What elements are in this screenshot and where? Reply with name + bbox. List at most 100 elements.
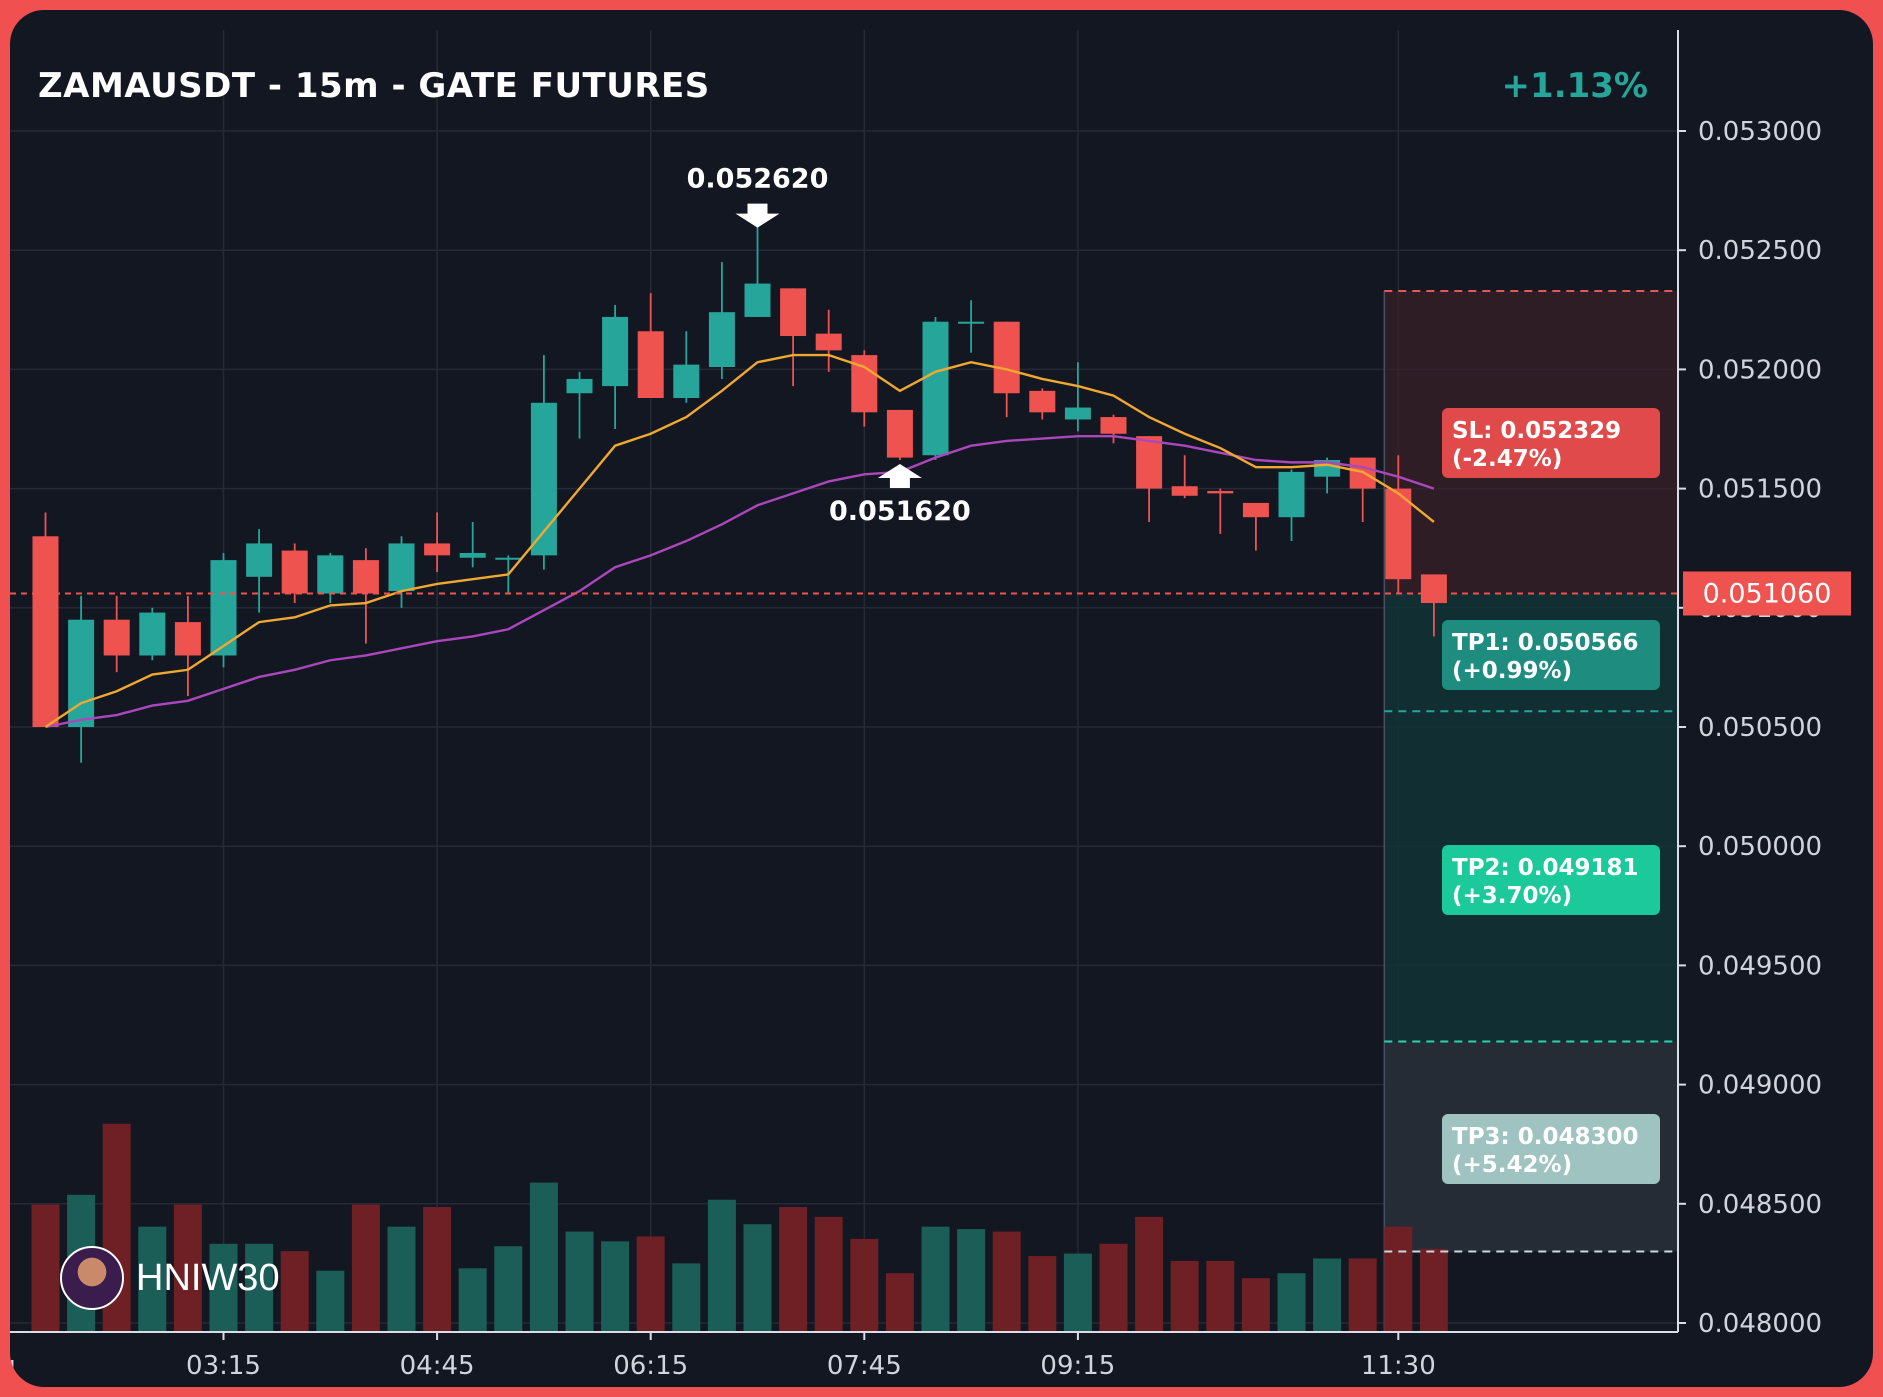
candle-body: [1278, 471, 1305, 518]
volume-bar: [672, 1263, 701, 1332]
volume-bar: [1099, 1243, 1128, 1332]
candle-body: [566, 378, 593, 394]
volume-bar: [1277, 1273, 1306, 1332]
price-tick-label: 0.053000: [1698, 117, 1822, 147]
brand-name: HNIW30: [136, 1256, 280, 1299]
low-arrow-icon: [877, 463, 922, 488]
volume-bar: [494, 1246, 523, 1332]
price-tick-label: 0.050000: [1698, 832, 1822, 862]
level-label-value: SL: 0.052329: [1452, 418, 1621, 444]
price-tick-label: 0.048000: [1698, 1309, 1822, 1339]
candle-body: [1029, 390, 1056, 413]
time-tick-label: 04:45: [400, 1351, 475, 1381]
price-tick-label: 0.052500: [1698, 236, 1822, 266]
brand-watermark: HNIW30: [60, 1246, 280, 1310]
volume-bar: [779, 1207, 808, 1332]
level-label-value: TP2: 0.049181: [1452, 855, 1639, 881]
candle-body: [352, 560, 379, 594]
volume-bar: [1063, 1253, 1092, 1332]
high-arrow-icon: [735, 203, 780, 228]
level-label-box: [1442, 845, 1660, 915]
volume-bar: [743, 1224, 772, 1332]
ema-fast-line: [44, 353, 1435, 728]
candle: [673, 331, 700, 403]
level-label-box: [1442, 620, 1660, 690]
volume-bar: [138, 1226, 167, 1332]
candle-body: [317, 555, 344, 594]
candle-body: [1207, 490, 1234, 494]
candle-body: [1171, 486, 1198, 496]
candle: [352, 548, 379, 644]
level-label-percent: (+0.99%): [1452, 658, 1572, 684]
candle-body: [673, 364, 700, 399]
price-axis: 0.0530000.0525000.0520000.0515000.051000…: [1678, 117, 1822, 1339]
candle: [1385, 455, 1412, 594]
level-label-sl: SL: 0.052329(-2.47%): [1442, 408, 1660, 478]
candle-body: [637, 331, 664, 399]
candle-body: [958, 321, 985, 324]
candle-body: [744, 283, 771, 317]
candle: [637, 293, 664, 399]
time-tick-label: 07:45: [827, 1351, 902, 1381]
candle: [281, 543, 308, 604]
price-tick-label: 0.048500: [1698, 1190, 1822, 1220]
level-label-box: [1442, 1114, 1660, 1184]
candle: [317, 552, 344, 604]
volume-bars: [31, 1123, 1448, 1332]
volume-bar: [1135, 1216, 1164, 1332]
ema-slow-line: [45, 434, 1435, 729]
volume-bar: [1170, 1260, 1199, 1332]
price-tick-label: 0.049500: [1698, 951, 1822, 981]
volume-bar: [1241, 1278, 1270, 1332]
price-tick-label: 0.052000: [1698, 355, 1822, 385]
candle: [1207, 488, 1234, 534]
candle-body: [459, 552, 486, 558]
candle-body: [174, 622, 201, 656]
candle: [210, 552, 237, 668]
candle-body: [103, 619, 130, 656]
candle-body: [1100, 417, 1127, 434]
volume-bar: [601, 1241, 630, 1332]
candle: [602, 305, 629, 429]
level-label-percent: (-2.47%): [1452, 446, 1562, 472]
price-tick-label: 0.050500: [1698, 713, 1822, 743]
volume-bar: [1206, 1260, 1235, 1332]
volume-bar: [992, 1231, 1021, 1332]
candle-body: [1136, 436, 1163, 489]
current-price-tag-box: [1683, 571, 1851, 616]
volume-bar: [814, 1216, 843, 1332]
time-tick-label: 06:15: [613, 1351, 688, 1381]
level-label-tp3: TP3: 0.048300(+5.42%): [1442, 1114, 1660, 1184]
candle-body: [708, 312, 735, 368]
price-chart[interactable]: SL: 0.052329(-2.47%) TP1: 0.050566(+0.99%…: [10, 10, 1873, 1387]
candle: [1029, 388, 1056, 420]
candle: [139, 607, 166, 661]
volume-bar: [280, 1251, 309, 1332]
candle: [815, 309, 842, 372]
level-label-percent: (+3.70%): [1452, 883, 1572, 909]
level-label-tp1: TP1: 0.050566(+0.99%): [1442, 620, 1660, 690]
volume-bar: [529, 1182, 558, 1332]
candle-body: [886, 409, 913, 458]
candle: [1171, 455, 1198, 499]
candle: [1278, 469, 1305, 542]
candle-body: [495, 557, 522, 560]
volume-bar: [850, 1238, 879, 1332]
candle-body: [602, 316, 629, 387]
volume-bar: [957, 1229, 986, 1332]
candle: [708, 262, 735, 379]
candle: [780, 288, 807, 387]
volume-bar: [387, 1226, 416, 1332]
chart-title: ZAMAUSDT - 15m - GATE FUTURES: [38, 66, 710, 106]
candle: [886, 409, 913, 460]
volume-bar: [636, 1236, 665, 1332]
candle: [246, 529, 273, 613]
candle: [958, 300, 985, 353]
candle: [388, 536, 415, 608]
candle: [103, 595, 130, 673]
candle-body: [139, 612, 166, 656]
candle-body: [993, 321, 1020, 394]
low-price-label: 0.051620: [829, 496, 971, 527]
volume-bar: [1313, 1258, 1342, 1332]
level-label-box: [1442, 408, 1660, 478]
